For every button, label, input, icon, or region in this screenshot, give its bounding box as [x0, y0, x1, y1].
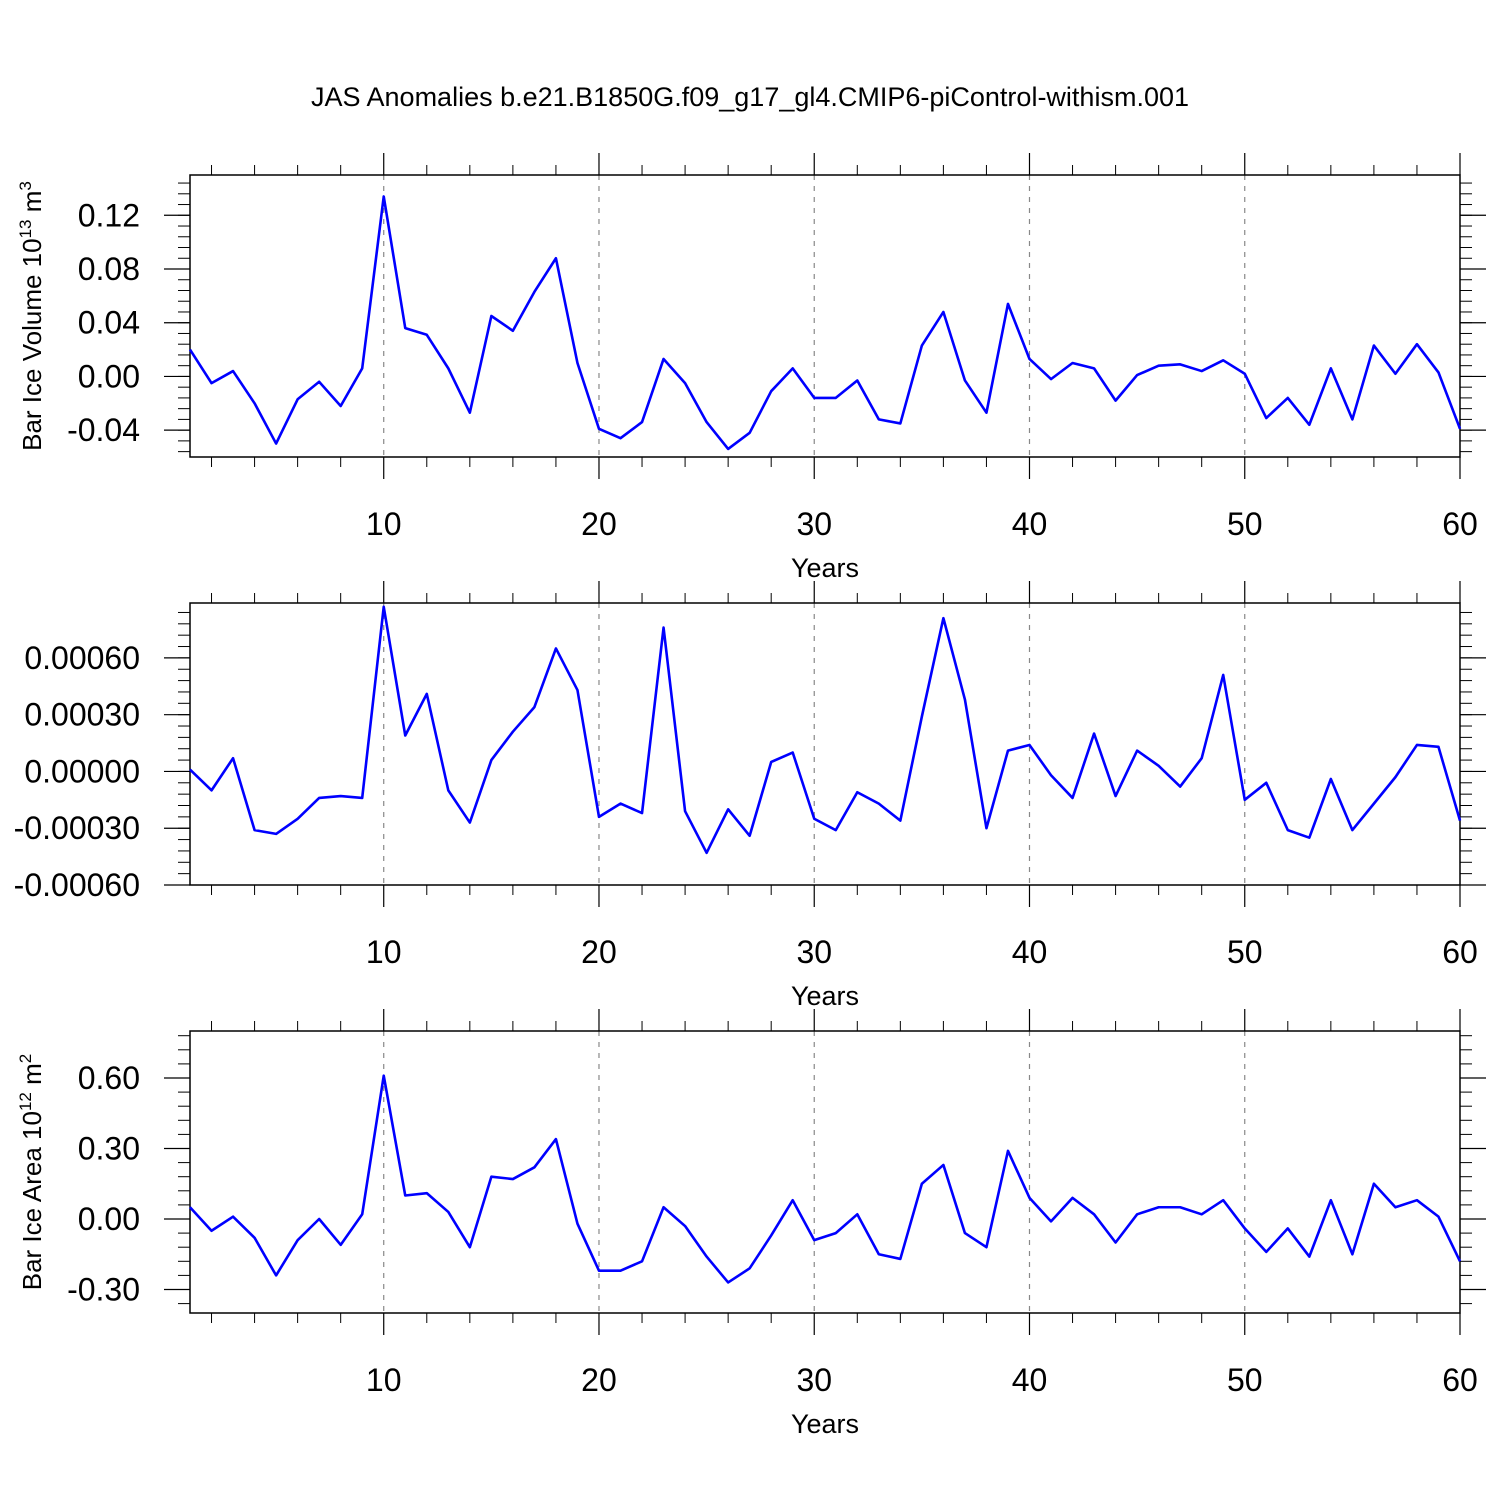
y-tick-label: 0.00060 [24, 640, 140, 676]
x-tick-label: 30 [796, 506, 832, 542]
y-tick-label: 0.00 [78, 358, 140, 394]
x-tick-label: 30 [796, 1362, 832, 1398]
y-axis-label: Bar Ice Area 1012 m2 [16, 1054, 47, 1291]
y-tick-label: 0.60 [78, 1060, 140, 1096]
y-tick-label: -0.00060 [14, 867, 140, 903]
x-tick-label: 50 [1227, 506, 1263, 542]
panel-1: 10 20 30 40 50 60 -0.04 0.00 0.04 0.08 0.12 Years Ba… [16, 153, 1486, 583]
x-tick-label: 50 [1227, 1362, 1263, 1398]
y-tick-label: 0.04 [78, 305, 140, 341]
plot-frame [189, 602, 1461, 886]
x-tick-label: 40 [1012, 506, 1048, 542]
y-tick-label: 0.00 [78, 1201, 140, 1237]
x-tick-label: 10 [366, 506, 402, 542]
y-tick-label: 0.00000 [24, 753, 140, 789]
panel-2: 10 20 30 40 50 60 -0.00060 -0.00030 0.00000 0.000… [14, 581, 1486, 1011]
chart-title: JAS Anomalies b.e21.B1850G.f09_g17_gl4.C… [311, 82, 1189, 112]
y-axis-label: Bar Ice Volume 1013 m3 [16, 181, 47, 451]
x-axis-label: Years [791, 553, 859, 583]
series-line [189, 1074, 1462, 1284]
x-tick-label: 50 [1227, 934, 1263, 970]
x-tick-label: 20 [581, 934, 617, 970]
x-tick-label: 10 [366, 1362, 402, 1398]
y-tick-label: 0.12 [78, 197, 140, 233]
plot-frame [189, 1030, 1461, 1314]
x-tick-label: 10 [366, 934, 402, 970]
series-line [188, 195, 1462, 451]
panel-3: 10 20 30 40 50 60 -0.30 0.00 0.30 0.60 Years Bar Ic… [16, 1009, 1486, 1439]
x-tick-label: 20 [581, 1362, 617, 1398]
x-tick-label: 20 [581, 506, 617, 542]
plot-frame [189, 174, 1461, 458]
x-tick-label: 60 [1442, 506, 1478, 542]
y-tick-label: 0.08 [78, 251, 140, 287]
x-axis-label: Years [791, 981, 859, 1011]
x-axis-label: Years [791, 1409, 859, 1439]
y-tick-label: -0.30 [67, 1272, 140, 1308]
x-tick-label: 60 [1442, 934, 1478, 970]
y-tick-label: 0.30 [78, 1131, 140, 1167]
y-tick-label: 0.00030 [24, 697, 140, 733]
x-tick-label: 30 [796, 934, 832, 970]
y-tick-label: -0.04 [67, 412, 140, 448]
x-tick-label: 60 [1442, 1362, 1478, 1398]
x-tick-label: 40 [1012, 934, 1048, 970]
series-line [189, 605, 1462, 855]
y-tick-label: -0.00030 [14, 810, 140, 846]
x-tick-label: 40 [1012, 1362, 1048, 1398]
